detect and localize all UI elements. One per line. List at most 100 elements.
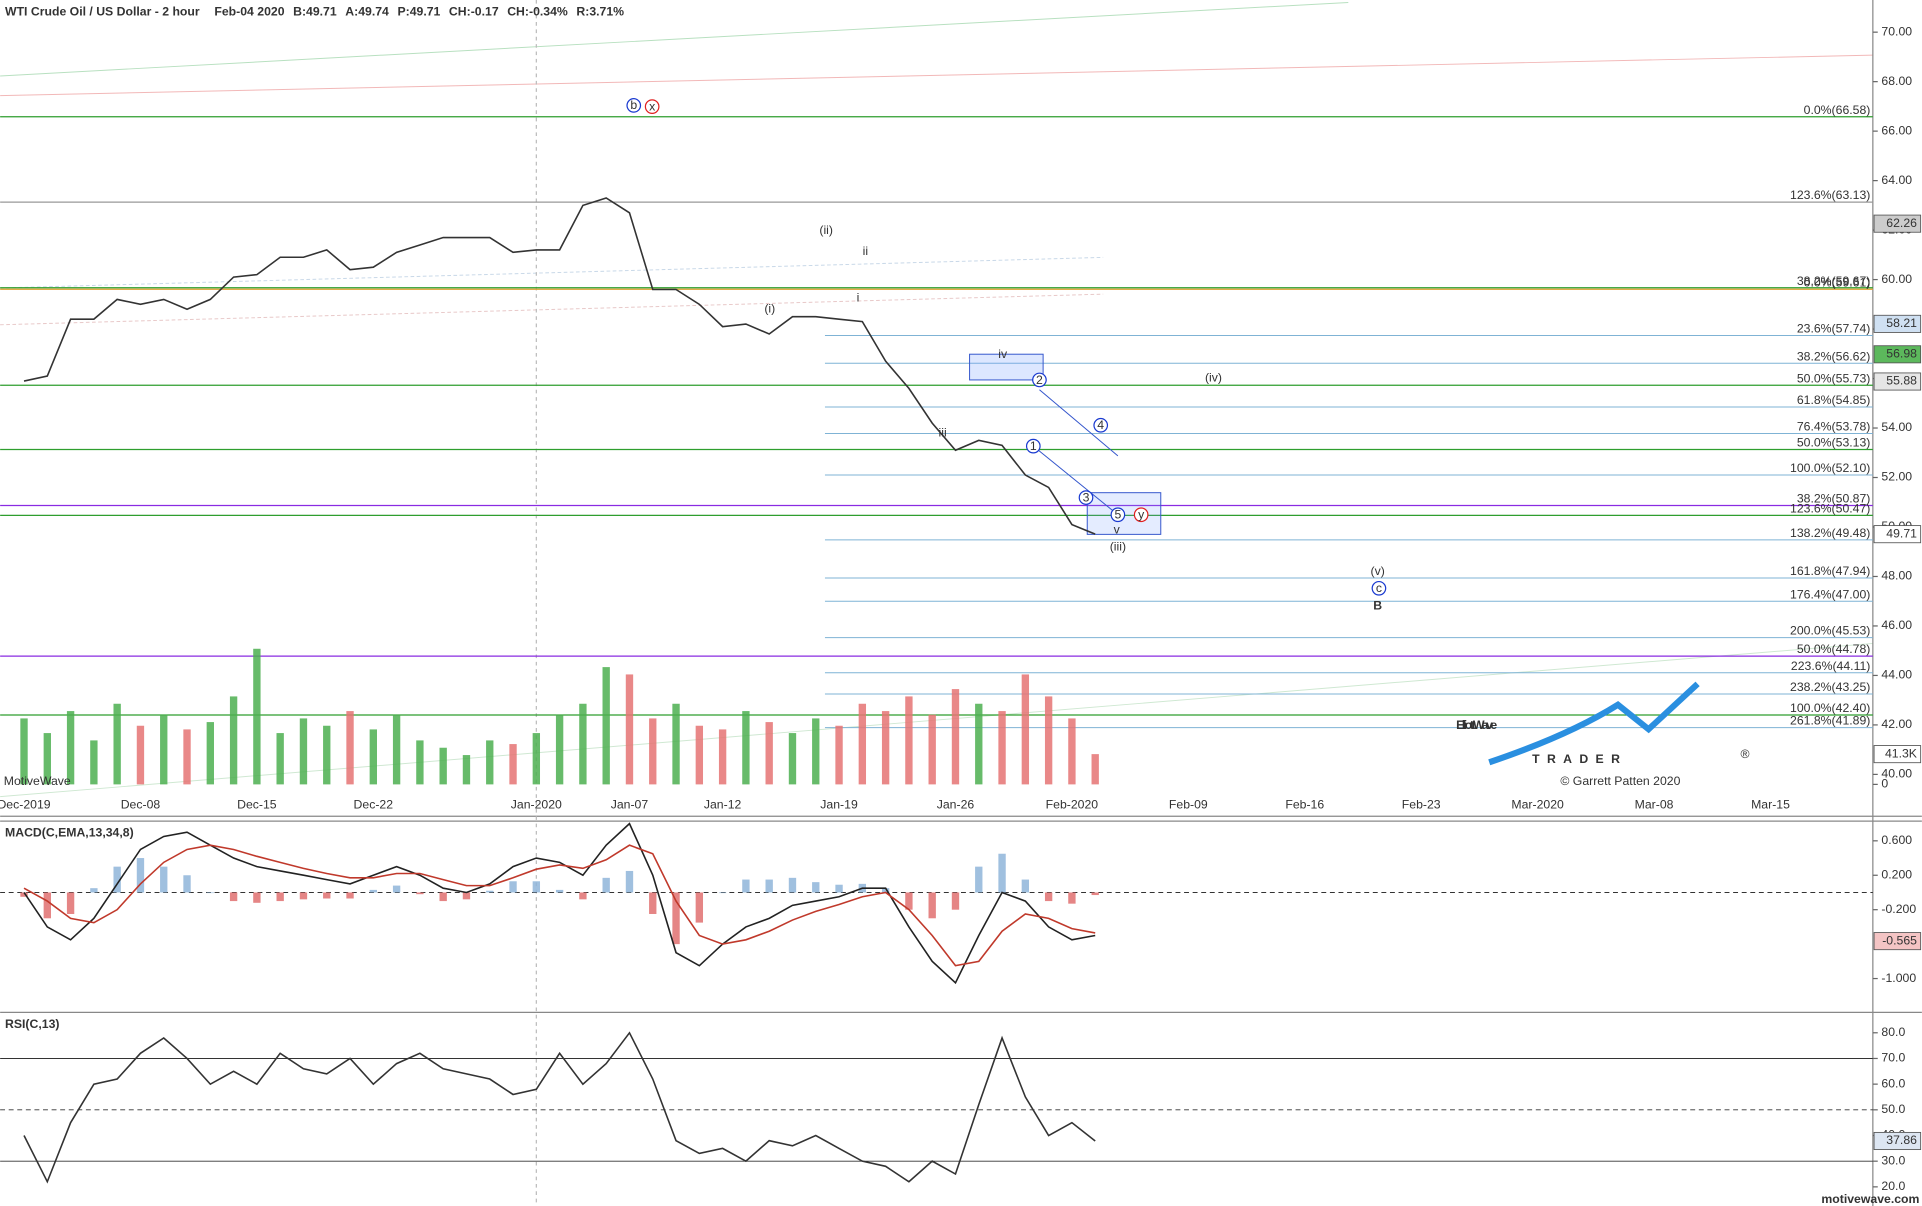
wave-circle [1110, 507, 1126, 523]
bar [1068, 892, 1076, 904]
bar [695, 892, 704, 923]
channel-line [1033, 445, 1119, 516]
series-line [23, 197, 1096, 535]
x-tick-label: Jan-07 [611, 797, 649, 811]
bar [160, 714, 168, 785]
wave-label: 1 [1030, 439, 1037, 453]
bar [951, 892, 960, 910]
bar [951, 689, 960, 785]
level-label: 76.4%(53.78) [1797, 420, 1871, 434]
y2-tick-label: 0 [1881, 777, 1888, 791]
bar [66, 711, 75, 785]
bar [649, 892, 657, 914]
trend-line [0, 1, 1349, 77]
wave-label: B [1373, 598, 1382, 612]
wave-label: c [1376, 581, 1382, 595]
level-label: 23.6%(57.74) [1797, 322, 1871, 336]
level-label: 0.0%(59.61) [1804, 275, 1871, 289]
bar [905, 696, 913, 785]
x-tick-label: Feb-23 [1402, 797, 1441, 811]
level-label: 50.0%(55.73) [1797, 371, 1871, 385]
wave-label: i [857, 291, 860, 305]
bar [43, 733, 51, 785]
header-stat: A:49.74 [345, 4, 389, 18]
wave-label: 2 [1036, 373, 1043, 387]
x-tick-label: Dec-08 [121, 797, 161, 811]
y-tick-label: 66.00 [1881, 123, 1912, 137]
y-tick-label: 48.00 [1881, 569, 1912, 583]
header-stat: B:49.71 [293, 4, 337, 18]
trend-line [0, 256, 1104, 289]
value-badge [1873, 1131, 1922, 1151]
logo-sub: TRADER [1532, 752, 1627, 766]
y-tick-label: 64.00 [1881, 173, 1912, 187]
value-badge-label: 58.21 [1886, 316, 1917, 330]
wave-label: 3 [1083, 490, 1090, 504]
wave-label: (v) [1371, 564, 1385, 578]
x-tick-label: Mar-15 [1751, 797, 1790, 811]
bar [928, 714, 936, 785]
bar [160, 866, 168, 893]
y-tick-label: 0.600 [1881, 833, 1912, 847]
wave-label: (iii) [1110, 539, 1126, 553]
x-tick-label: Mar-2020 [1511, 797, 1564, 811]
bar [229, 892, 238, 902]
y-tick-label: 68.00 [1881, 74, 1912, 88]
bar [392, 885, 401, 893]
y-tick-label: 20.0 [1881, 1179, 1905, 1193]
y-tick-label: 80.0 [1881, 1025, 1905, 1039]
bar [183, 875, 191, 893]
bar [602, 877, 610, 893]
site-name: motivewave.com [1821, 1192, 1919, 1206]
y-tick-label: -0.200 [1881, 902, 1916, 916]
bar [66, 892, 75, 914]
wave-circle [1133, 507, 1149, 523]
wave-circle [626, 98, 642, 113]
y-tick-label: 70.00 [1881, 24, 1912, 38]
bar [649, 718, 657, 785]
bar [555, 889, 564, 893]
panel-title: MACD(C,EMA,13,34,8) [5, 826, 134, 840]
wave-label: 5 [1114, 508, 1121, 522]
y-tick-label: 44.00 [1881, 668, 1912, 682]
wave-circle [1025, 438, 1041, 454]
header-stat: CH:-0.17 [449, 4, 499, 18]
bar [532, 881, 541, 893]
value-badge [1873, 525, 1922, 544]
bar [695, 725, 704, 785]
level-label: 100.0%(52.10) [1790, 461, 1870, 475]
value-badge [1873, 345, 1922, 364]
bar [812, 718, 820, 785]
bar [183, 729, 191, 785]
series-line [23, 1031, 1096, 1184]
value-badge-label: 37.86 [1886, 1133, 1917, 1147]
bar [206, 722, 214, 785]
wave-circle [1371, 580, 1387, 596]
bar [625, 674, 634, 785]
level-label: 261.8%(41.89) [1790, 714, 1870, 728]
value-badge-label: 49.71 [1886, 526, 1917, 540]
level-label: 38.2%(50.87) [1797, 492, 1871, 506]
bar [509, 881, 517, 893]
bar [1021, 674, 1030, 785]
bar [625, 870, 634, 893]
y-tick-label: 40.00 [1881, 767, 1912, 781]
level-label: 200.0%(45.53) [1790, 624, 1870, 638]
y-tick-label: 50.0 [1881, 1102, 1905, 1116]
copyright: © Garrett Patten 2020 [1560, 774, 1680, 788]
wave-label: (ii) [819, 223, 833, 237]
x-tick-label: Mar-08 [1635, 797, 1674, 811]
wave-label: iii [939, 425, 947, 439]
bar [788, 733, 797, 785]
watermark: MotiveWave [4, 774, 71, 788]
bar [462, 892, 471, 900]
wave-label: b [630, 98, 637, 112]
bar [672, 892, 680, 945]
bar [229, 696, 238, 785]
bar [905, 892, 913, 910]
bar [299, 892, 308, 900]
level-label: 50.0%(53.13) [1797, 436, 1871, 450]
bar [1091, 754, 1099, 785]
bar [113, 866, 121, 893]
x-tick-label: Dec-22 [354, 797, 394, 811]
